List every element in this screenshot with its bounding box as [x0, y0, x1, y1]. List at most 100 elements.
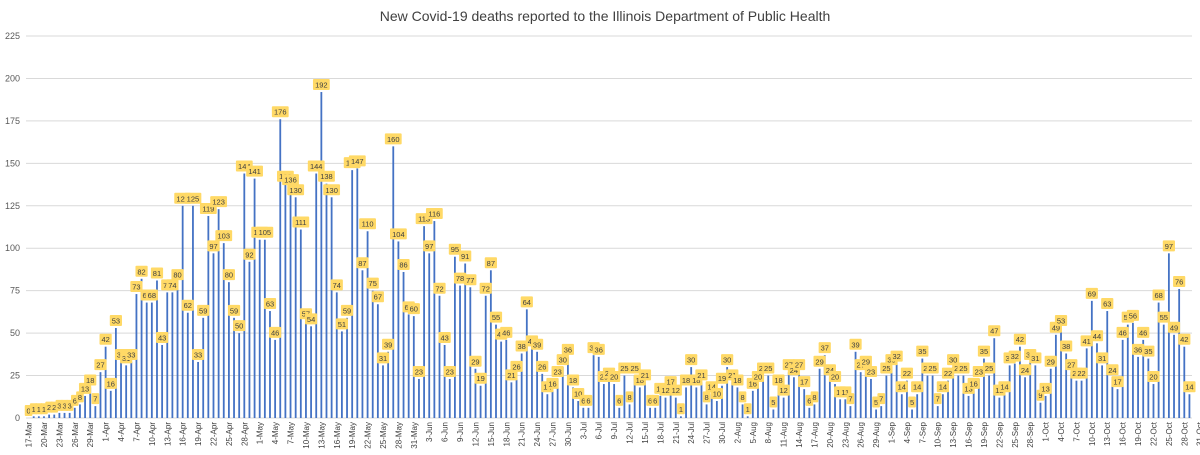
- data-label-box: [546, 377, 559, 389]
- x-tick-label: 7-May: [287, 422, 296, 444]
- x-tick-label: 22-Oct: [1149, 421, 1158, 446]
- data-label-box: [453, 272, 467, 284]
- x-tick-label: 1-Sep: [888, 421, 897, 443]
- data-label-box: [1044, 355, 1057, 367]
- bar: [700, 382, 703, 418]
- bar: [977, 378, 980, 418]
- bar: [94, 406, 97, 418]
- data-label: 11: [841, 388, 849, 397]
- x-tick-label: 19-Oct: [1134, 421, 1143, 446]
- bar: [418, 378, 420, 418]
- data-label: 80: [225, 271, 233, 280]
- data-label: 8: [812, 393, 816, 402]
- bar: [587, 407, 590, 418]
- data-label: 97: [209, 242, 217, 251]
- data-label: 5: [910, 398, 914, 407]
- y-tick-label: 150: [5, 158, 20, 168]
- data-label-box: [628, 362, 641, 374]
- bar: [387, 351, 390, 418]
- data-label: 5: [874, 398, 878, 407]
- data-label: 39: [533, 340, 541, 349]
- data-label-box: [998, 381, 1011, 393]
- data-label-box: [864, 365, 878, 377]
- data-label: 6: [73, 396, 77, 405]
- data-label-box: [348, 155, 366, 167]
- data-label: 35: [980, 347, 988, 356]
- data-label: 2: [52, 403, 56, 412]
- bar: [1085, 348, 1088, 418]
- data-label: 72: [435, 284, 443, 293]
- bar: [1147, 358, 1150, 418]
- bar: [828, 377, 831, 418]
- data-label: 17: [800, 378, 808, 387]
- data-label: 5: [771, 398, 775, 407]
- bar: [1167, 253, 1170, 418]
- data-label-box: [988, 325, 1001, 337]
- data-label: 9: [1038, 391, 1042, 400]
- data-label: 20: [1149, 373, 1157, 382]
- data-label: 33: [194, 350, 202, 359]
- data-label: 33: [127, 350, 135, 359]
- data-label-box: [150, 267, 164, 279]
- x-tick-label: 10-Oct: [1088, 421, 1097, 446]
- x-tick-label: 8-Aug: [764, 422, 773, 443]
- x-tick-label: 16-May: [333, 422, 342, 449]
- y-tick-label: 225: [5, 31, 20, 41]
- x-tick-label: 24-Jul: [687, 422, 696, 444]
- data-label-box: [1142, 345, 1155, 357]
- data-label-box: [505, 369, 518, 381]
- bar: [623, 375, 626, 418]
- data-label: 16: [548, 379, 556, 388]
- data-label: 24: [826, 366, 834, 375]
- data-label: 18: [733, 376, 741, 385]
- data-label-box: [900, 367, 914, 379]
- bar: [582, 407, 585, 418]
- bars: [32, 92, 1191, 419]
- bar: [243, 173, 246, 418]
- data-label-box: [489, 311, 503, 323]
- bar: [757, 384, 759, 418]
- x-tick-label: 16-Apr: [179, 422, 188, 446]
- bar: [125, 365, 128, 418]
- bar: [1137, 356, 1139, 418]
- x-tick-label: 19-Sep: [980, 421, 989, 447]
- bar: [58, 412, 61, 418]
- bar: [834, 384, 836, 418]
- data-label: 39: [851, 340, 859, 349]
- bar: [782, 397, 785, 418]
- data-label-box: [1178, 333, 1191, 345]
- data-label: 87: [358, 259, 366, 268]
- data-label-box: [459, 250, 472, 262]
- data-label-box: [926, 362, 939, 374]
- bar: [464, 263, 467, 418]
- data-label: 18: [569, 376, 577, 385]
- data-label-box: [207, 240, 220, 252]
- data-label-box: [371, 291, 384, 303]
- data-label: 16: [107, 379, 115, 388]
- data-label-box: [269, 326, 282, 338]
- x-tick-label: 13-May: [317, 422, 326, 449]
- data-label: 74: [168, 281, 176, 290]
- bar: [145, 302, 148, 418]
- data-label: 105: [259, 228, 272, 237]
- data-label-box: [738, 391, 747, 403]
- x-tick-label: 7-Oct: [1072, 421, 1081, 441]
- data-label-box: [1054, 315, 1068, 327]
- bar: [1152, 384, 1155, 418]
- data-label-box: [323, 184, 341, 196]
- bar: [798, 372, 800, 418]
- bar: [602, 384, 605, 418]
- data-label: 8: [705, 393, 709, 402]
- bar: [957, 375, 960, 418]
- data-label-box: [520, 296, 533, 308]
- x-tick-label: 25-May: [379, 422, 388, 449]
- data-label: 56: [1129, 311, 1137, 320]
- data-label-box: [366, 277, 379, 289]
- bar: [1111, 377, 1114, 418]
- data-label: 30: [723, 356, 731, 365]
- bar: [967, 395, 970, 418]
- bar: [340, 331, 343, 418]
- x-tick-label: 19-May: [348, 422, 357, 449]
- data-label: 36: [564, 345, 572, 354]
- data-label: 23: [446, 367, 454, 376]
